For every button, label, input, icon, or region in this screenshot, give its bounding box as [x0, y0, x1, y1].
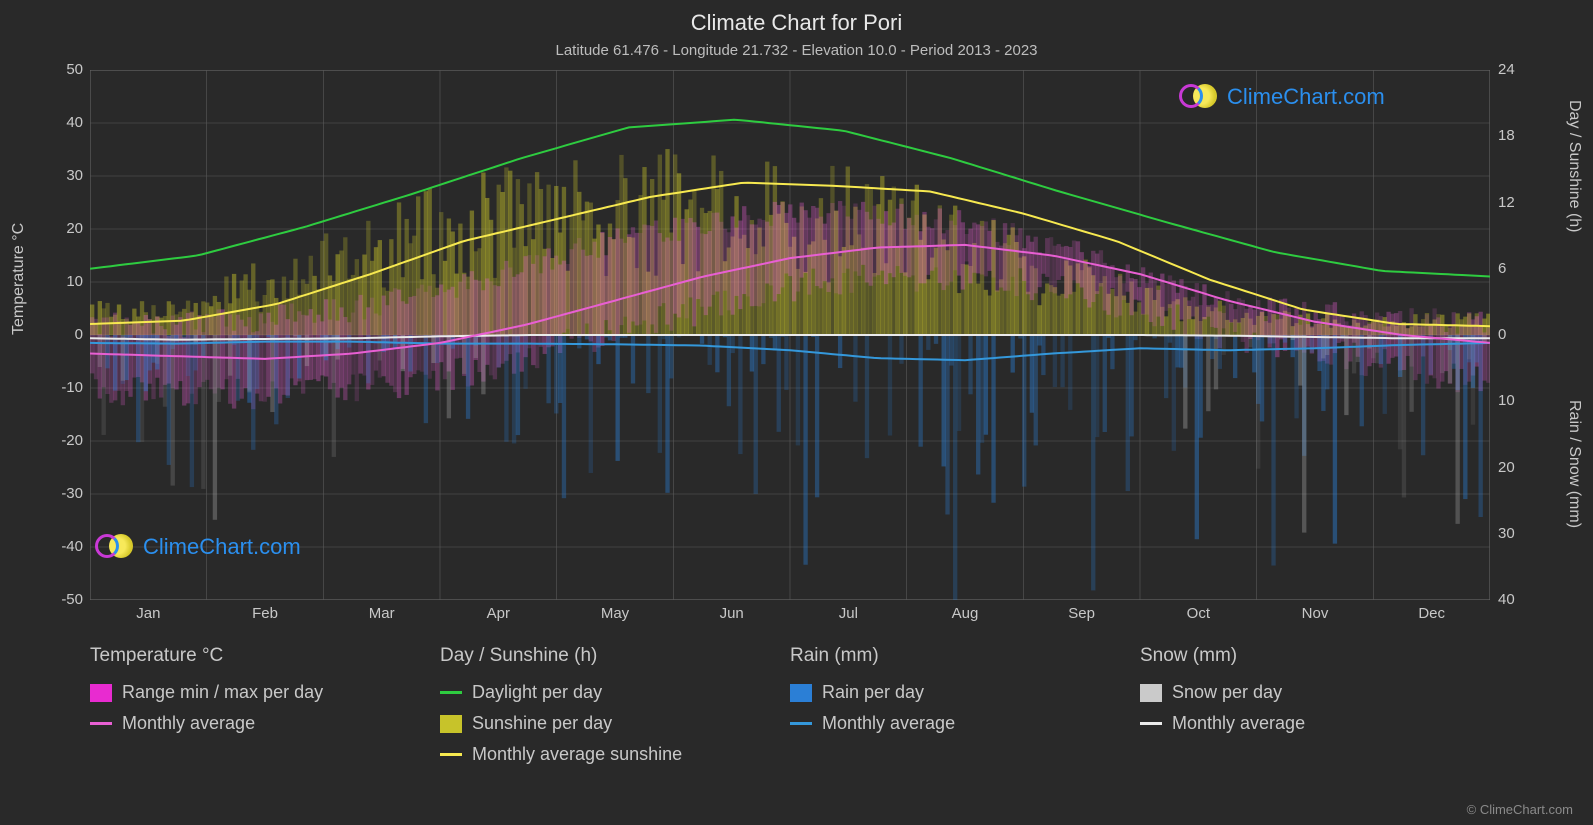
ytick-right: 0 — [1498, 326, 1538, 343]
legend-header: Rain (mm) — [790, 645, 1140, 667]
ytick-right: 6 — [1498, 260, 1538, 277]
legend-label: Monthly average — [1172, 713, 1305, 734]
ytick-right: 30 — [1498, 525, 1538, 542]
ytick-left: 10 — [33, 273, 83, 290]
plot-area — [90, 70, 1490, 600]
ytick-left: 20 — [33, 220, 83, 237]
xtick-month: Oct — [1168, 605, 1228, 622]
xtick-month: Feb — [235, 605, 295, 622]
legend-header: Temperature °C — [90, 645, 440, 667]
legend-item: Daylight per day — [440, 682, 790, 703]
ytick-right: 20 — [1498, 459, 1538, 476]
ytick-left: -10 — [33, 379, 83, 396]
ytick-right: 12 — [1498, 194, 1538, 211]
legend-swatch — [790, 722, 812, 725]
legend-item: Monthly average — [1140, 713, 1490, 734]
legend-swatch — [440, 715, 462, 733]
xtick-month: Jul — [818, 605, 878, 622]
logo-text: ClimeChart.com — [1227, 84, 1385, 110]
legend-item: Rain per day — [790, 682, 1140, 703]
legend-item: Snow per day — [1140, 682, 1490, 703]
legend-swatch — [90, 684, 112, 702]
legend-label: Monthly average — [822, 713, 955, 734]
right-axis-bottom-label: Rain / Snow (mm) — [1565, 400, 1583, 528]
plot-svg — [90, 70, 1490, 600]
legend: Temperature °C Range min / max per day Mon… — [90, 645, 1490, 775]
logo-top: ClimeChart.com — [1179, 82, 1385, 112]
ytick-left: -20 — [33, 432, 83, 449]
legend-header: Day / Sunshine (h) — [440, 645, 790, 667]
ytick-left: 0 — [33, 326, 83, 343]
legend-swatch — [1140, 722, 1162, 725]
ytick-left: -50 — [33, 591, 83, 608]
legend-label: Monthly average — [122, 713, 255, 734]
legend-item: Monthly average sunshine — [440, 744, 790, 765]
left-axis-label: Temperature °C — [10, 223, 28, 335]
ytick-left: -40 — [33, 538, 83, 555]
legend-label: Snow per day — [1172, 682, 1282, 703]
xtick-month: Nov — [1285, 605, 1345, 622]
ytick-left: -30 — [33, 485, 83, 502]
legend-swatch — [1140, 684, 1162, 702]
attribution: © ClimeChart.com — [1467, 802, 1573, 817]
xtick-month: Jun — [702, 605, 762, 622]
legend-label: Sunshine per day — [472, 713, 612, 734]
legend-label: Rain per day — [822, 682, 924, 703]
ytick-left: 30 — [33, 167, 83, 184]
xtick-month: Apr — [468, 605, 528, 622]
ytick-right: 40 — [1498, 591, 1538, 608]
logo-icon — [1179, 82, 1219, 112]
logo-icon — [95, 532, 135, 562]
legend-group: Temperature °C Range min / max per day Mon… — [90, 645, 440, 775]
ytick-right: 24 — [1498, 61, 1538, 78]
logo-text: ClimeChart.com — [143, 534, 301, 560]
xtick-month: Sep — [1052, 605, 1112, 622]
legend-swatch — [440, 691, 462, 694]
xtick-month: Jan — [118, 605, 178, 622]
legend-label: Monthly average sunshine — [472, 744, 682, 765]
legend-label: Daylight per day — [472, 682, 602, 703]
legend-group: Snow (mm) Snow per day Monthly average — [1140, 645, 1490, 775]
legend-item: Monthly average — [90, 713, 440, 734]
chart-title: Climate Chart for Pori — [0, 10, 1593, 36]
legend-item: Range min / max per day — [90, 682, 440, 703]
legend-group: Rain (mm) Rain per day Monthly average — [790, 645, 1140, 775]
xtick-month: Dec — [1402, 605, 1462, 622]
xtick-month: May — [585, 605, 645, 622]
ytick-right: 18 — [1498, 127, 1538, 144]
legend-swatch — [90, 722, 112, 725]
legend-item: Sunshine per day — [440, 713, 790, 734]
ytick-left: 50 — [33, 61, 83, 78]
chart-subtitle: Latitude 61.476 - Longitude 21.732 - Ele… — [0, 42, 1593, 59]
ytick-left: 40 — [33, 114, 83, 131]
xtick-month: Aug — [935, 605, 995, 622]
xtick-month: Mar — [352, 605, 412, 622]
legend-group: Day / Sunshine (h) Daylight per day Sunshi… — [440, 645, 790, 775]
legend-swatch — [440, 753, 462, 756]
legend-item: Monthly average — [790, 713, 1140, 734]
right-axis-top-label: Day / Sunshine (h) — [1565, 100, 1583, 233]
logo-bottom: ClimeChart.com — [95, 532, 301, 562]
legend-header: Snow (mm) — [1140, 645, 1490, 667]
legend-swatch — [790, 684, 812, 702]
legend-label: Range min / max per day — [122, 682, 323, 703]
ytick-right: 10 — [1498, 392, 1538, 409]
